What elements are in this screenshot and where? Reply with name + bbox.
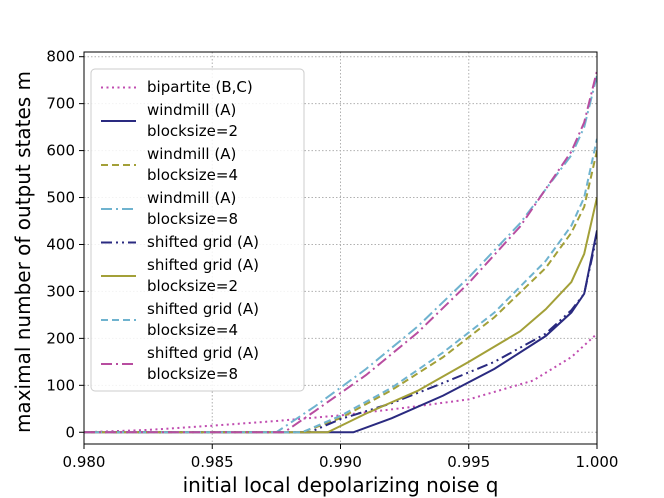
plot-area (84, 70, 597, 434)
legend-label-6: blocksize=2 (147, 277, 238, 295)
legend-label-3: windmill (A) (147, 145, 236, 163)
legend-label-5: shifted grid (A) (147, 233, 259, 251)
series-line-7 (84, 138, 597, 434)
legend-label-4: blocksize=8 (147, 210, 238, 228)
legend-label-7: blocksize=4 (147, 321, 238, 339)
legend: bipartite (B,C) windmill (A) blocksize=2 wi… (90, 68, 305, 392)
y-tick-label: 500 (46, 189, 75, 207)
y-tick-label: 700 (46, 95, 75, 113)
legend-label-8: blocksize=8 (147, 365, 238, 383)
x-tick-label: 0.980 (63, 453, 106, 471)
series-line-4 (84, 75, 597, 434)
legend-label-8: shifted grid (A) (147, 344, 259, 362)
y-tick-label: 800 (46, 48, 75, 66)
series-line-6 (84, 197, 597, 434)
y-axis-label: maximal number of output states m (11, 71, 35, 433)
y-tick-label: 0 (65, 423, 75, 441)
series-line-3 (84, 150, 597, 434)
x-tick-label: 0.995 (447, 453, 490, 471)
x-tick-label: 0.985 (191, 453, 234, 471)
x-axis-label: initial local depolarizing noise q (183, 473, 499, 497)
legend-label-1: bipartite (B,C) (147, 78, 253, 96)
y-axis: 0 100 200 300 400 500 600 700 800 (46, 48, 84, 441)
legend-label-4: windmill (A) (147, 189, 236, 207)
x-tick-label: 0.990 (319, 453, 362, 471)
y-tick-label: 600 (46, 142, 75, 160)
x-tick-label: 1.000 (576, 453, 619, 471)
legend-label-2: blocksize=2 (147, 122, 238, 140)
series-line-2 (84, 230, 597, 434)
y-tick-label: 200 (46, 329, 75, 347)
legend-label-7: shifted grid (A) (147, 300, 259, 318)
legend-box (90, 68, 305, 392)
series-line-8 (84, 70, 597, 434)
legend-label-2: windmill (A) (147, 101, 236, 119)
y-tick-label: 100 (46, 376, 75, 394)
legend-label-3: blocksize=4 (147, 166, 238, 184)
legend-label-6: shifted grid (A) (147, 256, 259, 274)
x-axis: 0.980 0.985 0.990 0.995 1.000 (63, 444, 619, 471)
y-tick-label: 400 (46, 235, 75, 253)
y-tick-label: 300 (46, 282, 75, 300)
